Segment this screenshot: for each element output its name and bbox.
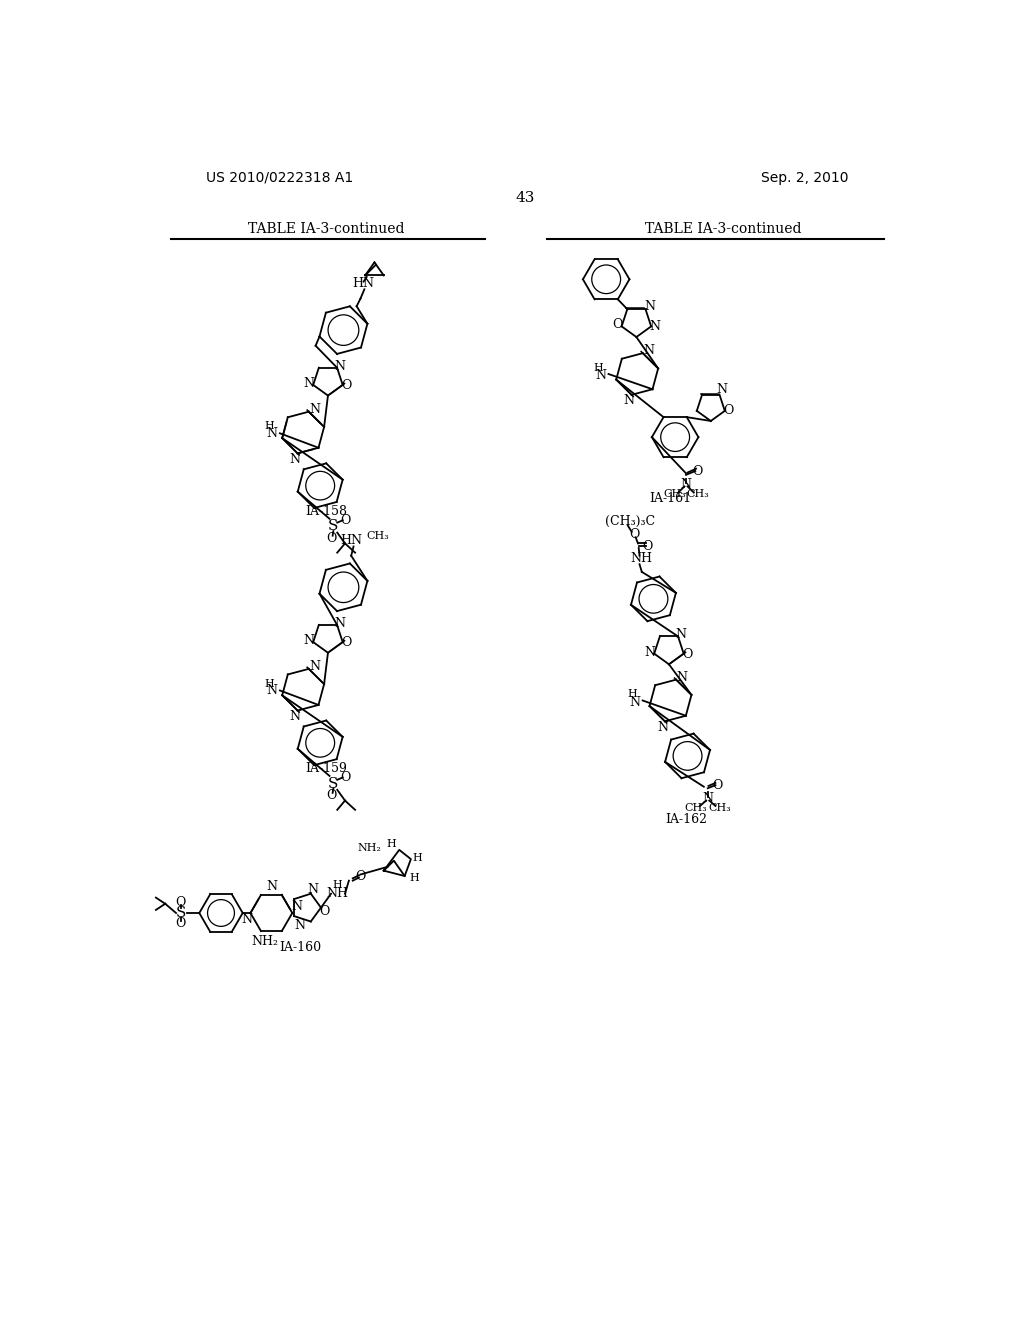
Text: O: O: [327, 788, 337, 801]
Text: CH₃: CH₃: [708, 804, 731, 813]
Text: S: S: [175, 906, 186, 920]
Text: CH₃: CH₃: [367, 532, 389, 541]
Text: N: N: [335, 359, 346, 372]
Text: CH₃: CH₃: [663, 490, 686, 499]
Text: O: O: [340, 771, 350, 784]
Text: N: N: [702, 792, 713, 805]
Text: CH₃: CH₃: [686, 490, 709, 499]
Text: N: N: [304, 378, 314, 389]
Text: N: N: [630, 696, 640, 709]
Text: IA-160: IA-160: [279, 941, 322, 954]
Text: TABLE IA-3-continued: TABLE IA-3-continued: [248, 222, 404, 236]
Text: N: N: [624, 395, 635, 408]
Text: (CH₃)₃C: (CH₃)₃C: [604, 515, 654, 528]
Text: H: H: [265, 421, 274, 432]
Text: N: N: [295, 919, 305, 932]
Text: O: O: [682, 648, 693, 661]
Text: NH₂: NH₂: [252, 935, 279, 948]
Text: N: N: [241, 912, 252, 925]
Text: IA-158: IA-158: [305, 504, 347, 517]
Text: NH₂: NH₂: [357, 842, 381, 853]
Text: O: O: [724, 404, 734, 417]
Text: H: H: [265, 678, 274, 689]
Text: N: N: [676, 628, 687, 642]
Text: O: O: [355, 870, 366, 883]
Text: O: O: [341, 636, 352, 649]
Text: NH: NH: [327, 887, 348, 900]
Text: O: O: [175, 917, 186, 931]
Text: N: N: [649, 319, 660, 333]
Text: O: O: [629, 528, 639, 541]
Text: S: S: [328, 520, 339, 533]
Text: O: O: [692, 465, 702, 478]
Text: H: H: [333, 879, 342, 890]
Text: N: N: [266, 879, 276, 892]
Text: O: O: [642, 540, 652, 553]
Text: O: O: [327, 532, 337, 545]
Text: N: N: [309, 403, 321, 416]
Text: N: N: [290, 453, 301, 466]
Text: IA-162: IA-162: [665, 813, 707, 825]
Text: 43: 43: [515, 191, 535, 206]
Text: H: H: [387, 838, 396, 849]
Text: N: N: [309, 660, 321, 673]
Text: N: N: [681, 478, 691, 491]
Text: N: N: [657, 721, 668, 734]
Text: N: N: [595, 370, 606, 381]
Text: N: N: [266, 684, 278, 697]
Text: CH₃: CH₃: [685, 804, 708, 813]
Text: N: N: [677, 671, 688, 684]
Text: O: O: [175, 896, 186, 908]
Text: N: N: [292, 900, 302, 913]
Text: O: O: [341, 379, 352, 392]
Text: H: H: [413, 853, 422, 862]
Text: H: H: [593, 363, 603, 372]
Text: H: H: [628, 689, 637, 700]
Text: N: N: [266, 426, 278, 440]
Text: HN: HN: [340, 533, 362, 546]
Text: US 2010/0222318 A1: US 2010/0222318 A1: [206, 170, 352, 185]
Text: IA-161: IA-161: [649, 492, 691, 506]
Text: H: H: [410, 873, 420, 883]
Text: O: O: [340, 513, 350, 527]
Text: N: N: [643, 345, 654, 358]
Text: S: S: [328, 776, 339, 791]
Text: Sep. 2, 2010: Sep. 2, 2010: [761, 170, 849, 185]
Text: N: N: [645, 645, 655, 659]
Text: N: N: [644, 300, 655, 313]
Text: O: O: [612, 318, 623, 331]
Text: O: O: [319, 906, 330, 917]
Text: N: N: [304, 634, 314, 647]
Text: N: N: [290, 710, 301, 723]
Text: HN: HN: [352, 277, 375, 290]
Text: NH: NH: [630, 552, 652, 565]
Text: N: N: [335, 616, 346, 630]
Text: IA-159: IA-159: [305, 762, 347, 775]
Text: N: N: [307, 883, 317, 896]
Text: O: O: [713, 779, 723, 792]
Text: N: N: [716, 383, 727, 396]
Text: TABLE IA-3-continued: TABLE IA-3-continued: [645, 222, 802, 236]
